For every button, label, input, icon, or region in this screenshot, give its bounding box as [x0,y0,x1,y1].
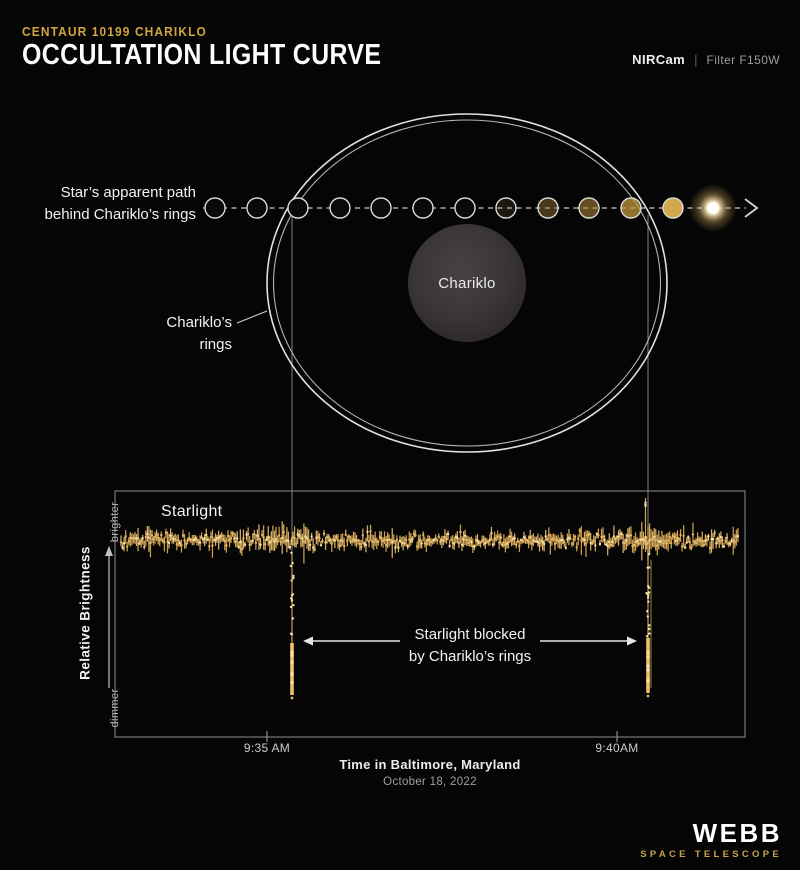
star-path-occultation-dots [204,197,684,219]
chariklo-outer-ring-ellipse [266,113,668,453]
chariklo-body-label: Chariklo [438,275,496,292]
bright-star [689,184,737,232]
page-title: OCCULTATION LIGHT CURVE [22,39,382,71]
annotation-left-arrowhead-icon [303,636,313,646]
x-tick-label-940: 9:40AM [595,741,639,755]
brightness-axis-arrowhead-icon [105,546,113,556]
eyebrow-subtitle: CENTAUR 10199 CHARIKLO [22,24,207,39]
series-label-starlight: Starlight [161,503,223,520]
plot-frame [114,490,746,738]
y-axis-dimmer-label: dimmer [109,688,121,728]
y-axis-brighter-label: brighter [109,501,121,543]
chariklo-body [408,224,526,342]
chariklo-inner-ring-ellipse [272,119,662,447]
webb-logo: WEBB SPACE TELESCOPE [640,820,782,860]
x-axis-date-label: October 18, 2022 [383,776,477,788]
webb-logo-subtitle: SPACE TELESCOPE [640,849,782,860]
blocked-starlight-annotation: Starlight blocked by Chariklo’s rings [408,626,532,665]
filter-name: Filter F150W [706,52,780,67]
webb-logo-name: WEBB [692,818,782,848]
instrument-name: NIRCam [632,52,686,67]
annotation-right-arrowhead-icon [627,636,637,646]
path-arrowhead-icon [744,198,759,218]
light-curve-data-points [119,498,740,700]
rings-label-pointer-line [236,310,268,324]
meta-divider: | [694,52,698,67]
chariklo-rings-label: Chariklo’s rings [166,314,232,353]
star-path-label: Star’s apparent path behind Chariklo’s r… [44,184,196,223]
x-axis-label: Time in Baltimore, Maryland [339,757,521,772]
x-axis-ticks [266,731,618,742]
y-axis-label: Relative Brightness [77,546,93,680]
instrument-meta: NIRCam | Filter F150W [632,52,780,67]
x-tick-label-935: 9:35 AM [243,741,291,755]
